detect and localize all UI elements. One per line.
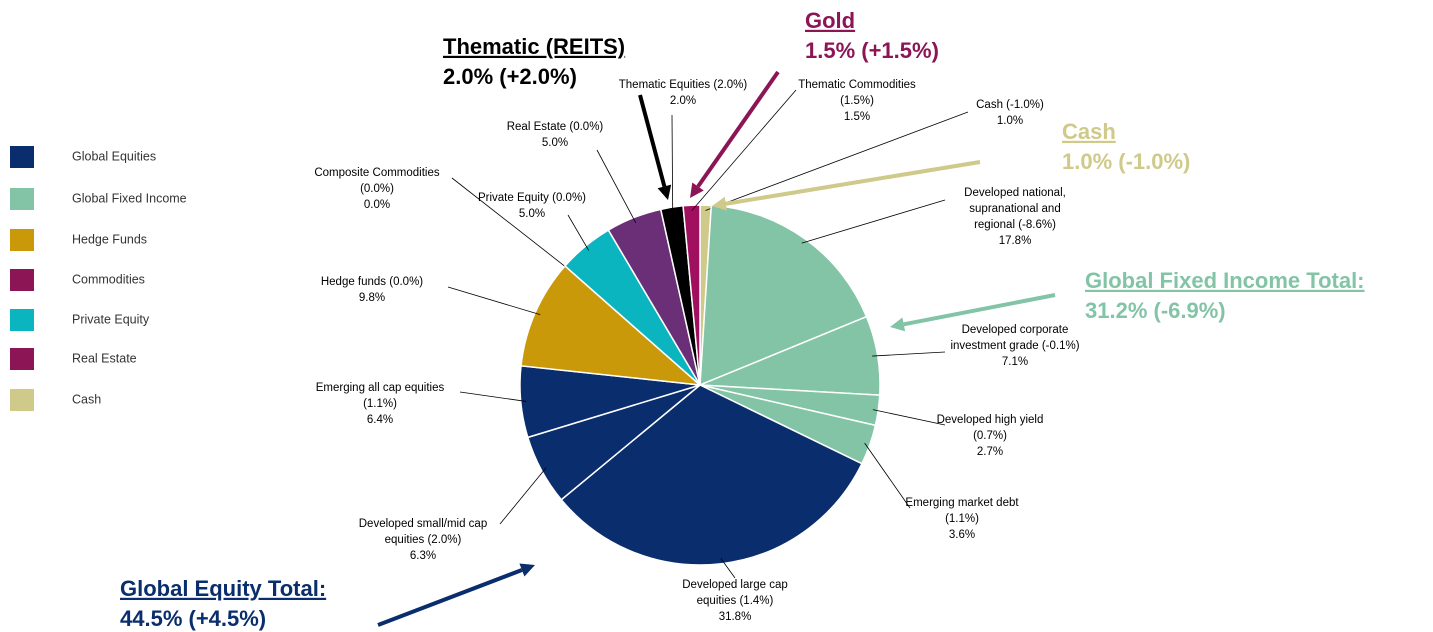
annotation-arrow (638, 94, 667, 187)
slice-label: equities (1.4%) (697, 595, 774, 607)
leader-line (691, 89, 797, 211)
slice-value-label: 17.8% (999, 235, 1032, 247)
slice-label: Developed national, (964, 187, 1066, 199)
slice-value-label: 6.3% (410, 550, 436, 562)
slice-label: Thematic Commodities (798, 79, 916, 91)
slice-label: Cash (-1.0%) (976, 99, 1044, 111)
slice-label: regional (-8.6%) (974, 219, 1056, 231)
legend-swatch (10, 188, 34, 210)
annotation-arrow (696, 70, 780, 188)
slice-label: (1.1%) (945, 513, 979, 525)
slice-value-label: 0.0% (364, 199, 390, 211)
slice-label: Emerging market debt (905, 497, 1019, 509)
legend-swatch (10, 229, 34, 251)
leader-line (872, 351, 946, 357)
slice-label: Thematic Equities (2.0%) (619, 79, 748, 91)
annotation-title: Cash (1062, 119, 1116, 144)
slice-label: Developed large cap (682, 579, 788, 591)
leader-line (720, 558, 736, 579)
annotation-arrow (903, 293, 1056, 327)
legend-label: Global Equities (72, 149, 156, 163)
annotation-arrow (725, 160, 981, 206)
legend-label: Global Fixed Income (72, 191, 187, 205)
leader-line (567, 214, 590, 251)
slice-label: (0.7%) (973, 430, 1007, 442)
slice-value-label: 31.8% (719, 611, 752, 623)
slice-label: Real Estate (0.0%) (507, 121, 604, 133)
slice-label: (1.5%) (840, 95, 874, 107)
legend-label: Hedge Funds (72, 232, 147, 246)
legend-swatch (10, 309, 34, 331)
slice-value-label: 3.6% (949, 529, 975, 541)
slice-label: (1.1%) (363, 398, 397, 410)
slice-value-label: 9.8% (359, 292, 385, 304)
leader-line (451, 177, 570, 270)
pie-slice (520, 264, 703, 386)
annotation-arrowhead (657, 184, 672, 200)
legend-swatch (10, 146, 34, 168)
pie-slice (699, 204, 868, 387)
annotation-arrow (377, 568, 523, 627)
slice-label: (0.0%) (360, 183, 394, 195)
annotation-text: 1.5% (+1.5%) (805, 38, 939, 63)
slice-value-label: 1.5% (844, 111, 870, 123)
slice-label: investment grade (-0.1%) (950, 340, 1079, 352)
slice-value-label: 5.0% (542, 137, 568, 149)
annotation-text: 44.5% (+4.5%) (120, 606, 266, 631)
slice-label: Hedge funds (0.0%) (321, 276, 423, 288)
legend-swatch (10, 269, 34, 291)
slice-label: Composite Commodities (314, 167, 440, 179)
slice-value-label: 1.0% (997, 115, 1023, 127)
leader-line (499, 467, 547, 525)
leader-line (596, 149, 637, 223)
slice-label: equities (2.0%) (385, 534, 462, 546)
annotation-arrowhead (519, 563, 535, 577)
pie-slice (560, 384, 863, 566)
slice-value-label: 2.7% (977, 446, 1003, 458)
slice-value-label: 7.1% (1002, 356, 1028, 368)
legend-label: Commodities (72, 272, 145, 286)
leader-line (864, 442, 911, 509)
slice-label: Private Equity (0.0%) (478, 192, 586, 204)
pie-slice (682, 204, 701, 386)
annotation-arrowhead (712, 196, 727, 211)
slice-label: Developed small/mid cap (359, 518, 487, 530)
slice-value-label: 2.0% (670, 95, 696, 107)
annotation-text: 2.0% (+2.0%) (443, 64, 577, 89)
legend-swatch (10, 348, 34, 370)
annotation-title: Thematic (REITS) (443, 34, 625, 59)
annotation-arrowhead (890, 317, 906, 332)
slice-value-label: 5.0% (519, 208, 545, 220)
annotation-arrowhead (690, 182, 704, 198)
leader-line (447, 286, 541, 316)
legend-swatch (10, 389, 34, 411)
leader-line (705, 111, 969, 211)
annotation-title: Global Fixed Income Total: (1085, 268, 1365, 293)
leader-line (671, 114, 674, 213)
leader-line (801, 199, 946, 244)
annotation-text: 31.2% (-6.9%) (1085, 298, 1226, 323)
slice-label: Emerging all cap equities (316, 382, 445, 394)
slice-value-label: 6.4% (367, 414, 393, 426)
legend-label: Real Estate (72, 351, 137, 365)
annotation-text: 1.0% (-1.0%) (1062, 149, 1190, 174)
legend-label: Private Equity (72, 312, 150, 326)
annotation-title: Gold (805, 8, 855, 33)
legend-label: Cash (72, 392, 101, 406)
leader-line (459, 391, 527, 402)
slice-label: supranational and (969, 203, 1060, 215)
slice-label: Developed high yield (937, 414, 1044, 426)
annotation-title: Global Equity Total: (120, 576, 326, 601)
leader-line (872, 409, 946, 426)
slice-label: Developed corporate (962, 324, 1069, 336)
